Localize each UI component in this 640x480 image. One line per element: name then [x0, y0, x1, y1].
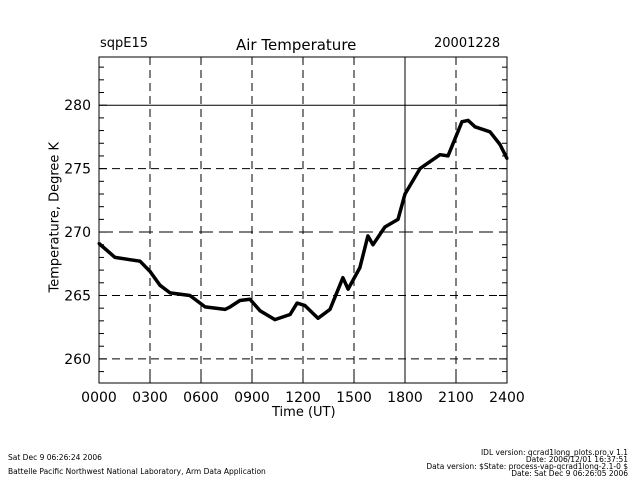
x-tick-label: 2400 — [489, 390, 525, 406]
data-point — [371, 243, 375, 247]
data-point — [383, 225, 387, 229]
chart-title: Air Temperature — [236, 36, 357, 54]
x-tick-label: 1800 — [387, 390, 423, 406]
data-point — [366, 234, 370, 238]
data-point — [316, 316, 320, 320]
data-point — [346, 287, 350, 291]
x-tick-label: 0000 — [81, 390, 117, 406]
data-point — [396, 217, 400, 221]
x-tick-label: 0300 — [132, 390, 168, 406]
footer-timestamp: Sat Dec 9 06:26:24 2006 — [8, 453, 102, 462]
footer-lab: Battelle Pacific Northwest National Labo… — [8, 467, 266, 476]
x-tick-label: 0900 — [234, 390, 270, 406]
data-point — [238, 299, 242, 303]
y-tick-label: 275 — [64, 162, 91, 178]
x-tick-label: 1200 — [285, 390, 321, 406]
data-point — [248, 297, 252, 301]
temperature-line — [97, 118, 509, 322]
data-point — [505, 156, 509, 160]
y-tick-label: 270 — [64, 225, 91, 241]
data-point — [273, 318, 277, 322]
y-tick-label: 280 — [64, 98, 91, 114]
data-point — [303, 304, 307, 308]
data-point — [403, 192, 407, 196]
y-tick-label: 265 — [64, 288, 91, 304]
data-point — [295, 301, 299, 305]
data-point — [460, 120, 464, 124]
data-point — [466, 118, 470, 122]
data-point — [358, 266, 362, 270]
data-point — [418, 167, 422, 171]
date-label: 20001228 — [434, 36, 501, 51]
x-tick-label: 0600 — [183, 390, 219, 406]
x-tick-label: 2100 — [438, 390, 474, 406]
data-point — [113, 255, 117, 259]
data-point — [446, 154, 450, 158]
x-axis-label: Time (UT) — [272, 405, 336, 420]
data-point — [148, 269, 152, 273]
data-point — [498, 143, 502, 147]
footer-idl-version: IDL version: qcrad1long_plots.pro,v 1.1 — [480, 448, 628, 457]
y-tick-label: 260 — [64, 352, 91, 368]
footer-data-date: Date: Sat Dec 9 06:26:05 2006 — [511, 469, 628, 478]
data-point — [223, 307, 227, 311]
data-point — [288, 313, 292, 317]
data-point — [228, 305, 232, 309]
data-point — [97, 241, 101, 245]
data-point — [258, 309, 262, 313]
data-point — [488, 130, 492, 134]
x-tick-label: 1500 — [336, 390, 372, 406]
data-point — [438, 153, 442, 157]
site-label: sqpE15 — [100, 36, 149, 51]
footer-data-version: Data version: $State: process-vap-qcrad1… — [426, 462, 628, 471]
data-point — [168, 291, 172, 295]
data-point — [203, 305, 207, 309]
data-point — [328, 307, 332, 311]
data-point — [188, 293, 192, 297]
data-point — [158, 283, 162, 287]
footer-idl-date: Date: 2006/12/01 16:37:51 — [525, 455, 628, 464]
data-point — [473, 125, 477, 129]
data-point — [341, 276, 345, 280]
data-point — [138, 259, 142, 263]
